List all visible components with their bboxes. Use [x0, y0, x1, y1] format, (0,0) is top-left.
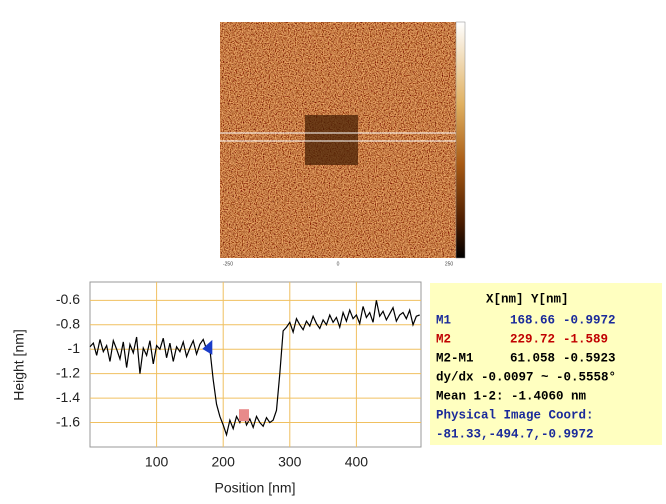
colorbar: [455, 21, 466, 259]
marker: [202, 339, 213, 355]
m1-x: 168.66: [510, 313, 555, 327]
profile-line: [89, 300, 420, 437]
panel-header: X[nm] Y[nm]: [486, 292, 569, 306]
mean: Mean 1-2: -1.4060 nm: [436, 389, 587, 403]
m2-y: -1.589: [563, 332, 608, 346]
y-tick-label: -1: [68, 340, 81, 356]
m2-name: M2: [436, 332, 451, 346]
m1-name: M1: [436, 313, 451, 327]
y-tick-label: -1.2: [56, 364, 80, 380]
y-tick-label: -1.4: [56, 389, 80, 405]
image-tick: -250: [223, 261, 233, 267]
x-tick-label: 200: [212, 454, 236, 470]
x-tick-label: 400: [345, 454, 369, 470]
y-axis-label: Height [nm]: [11, 329, 27, 401]
info-panel: X[nm] Y[nm] M1 168.66 -0.9972 M2 229.72 …: [430, 283, 662, 445]
x-axis-label: Position [nm]: [215, 480, 296, 496]
coord-title: Physical Image Coord:: [436, 408, 594, 422]
delta-y: -0.5923: [563, 351, 616, 365]
afm-square: [305, 115, 358, 165]
y-tick-label: -0.8: [56, 315, 80, 331]
y-tick-label: -0.6: [56, 291, 80, 307]
m1-y: -0.9972: [563, 313, 616, 327]
image-tick: 0: [337, 261, 340, 267]
x-tick-label: 100: [145, 454, 169, 470]
marker: [238, 409, 249, 422]
image-tick: 250: [445, 261, 454, 267]
slope: dy/dx -0.0097 ~ -0.5558°: [436, 370, 616, 384]
m2-x: 229.72: [510, 332, 555, 346]
delta-x: 61.058: [510, 351, 555, 365]
panel-bg: [430, 283, 662, 445]
x-tick-label: 300: [278, 454, 302, 470]
delta-name: M2-M1: [436, 351, 474, 365]
afm-image: -250 0 250: [220, 21, 466, 267]
coord: -81.33,-494.7,-0.9972: [436, 427, 594, 441]
y-tick-label: -1.6: [56, 413, 80, 429]
